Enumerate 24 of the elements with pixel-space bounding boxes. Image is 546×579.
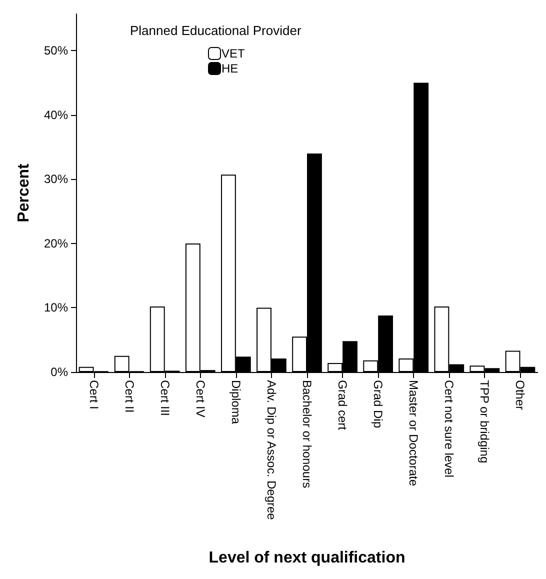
y-tick-label: 50% xyxy=(44,44,68,58)
y-tick-label: 0% xyxy=(50,365,68,379)
x-tick-label: Grad cert xyxy=(336,380,350,431)
x-tick-label: TPP or bridging xyxy=(478,380,492,464)
x-tick-label: Bachelor or honours xyxy=(300,380,314,488)
legend-label: VET xyxy=(222,46,246,60)
y-tick-label: 20% xyxy=(44,236,68,250)
y-tick-label: 30% xyxy=(44,172,68,186)
legend-label: HE xyxy=(222,62,238,76)
x-tick-label: Adv. Dip or Assoc. Degree xyxy=(264,380,278,520)
x-tick-label: Cert II xyxy=(122,380,136,413)
x-tick-label: Cert not sure level xyxy=(442,380,456,478)
y-tick-label: 10% xyxy=(44,300,68,315)
y-axis-title: Percent xyxy=(16,162,32,222)
x-tick-label: Cert IV xyxy=(193,380,208,418)
x-tick-label: Grad Dip xyxy=(371,380,386,428)
x-tick-label: Master or Doctorate xyxy=(406,380,421,486)
x-tick-label: Cert III xyxy=(158,380,172,416)
x-tick-label: Cert I xyxy=(86,380,101,410)
x-axis-title: Level of next qualification xyxy=(208,550,406,566)
x-tick-label: Other xyxy=(513,380,528,410)
x-tick-label: Diploma xyxy=(228,380,243,424)
y-tick-label: 40% xyxy=(44,108,68,122)
legend-title: Planned Educational Provider xyxy=(130,23,302,38)
